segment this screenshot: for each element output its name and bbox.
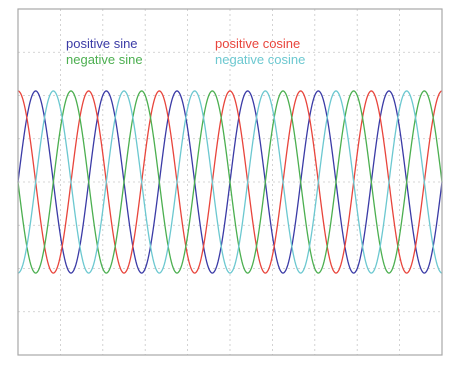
legend-label-negative-cosine: negative cosine (215, 52, 305, 67)
legend: positive sine positive cosine negative s… (66, 36, 305, 67)
series-line-negative-cosine (17, 90, 443, 274)
chart-frame (17, 8, 443, 356)
legend-label-positive-cosine: positive cosine (215, 36, 300, 51)
series-line-negative-sine (17, 90, 443, 274)
legend-label-negative-sine: negative sine (66, 52, 143, 67)
series-line-positive-cosine (17, 90, 443, 274)
legend-label-positive-sine: positive sine (66, 36, 138, 51)
series-lines (17, 90, 443, 274)
